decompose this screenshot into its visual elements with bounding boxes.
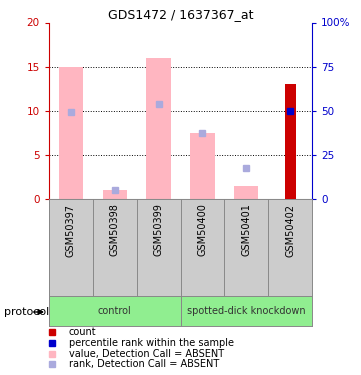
Title: GDS1472 / 1637367_at: GDS1472 / 1637367_at — [108, 8, 253, 21]
Bar — [190, 133, 214, 199]
Text: GSM50397: GSM50397 — [66, 204, 76, 257]
Text: GSM50401: GSM50401 — [242, 204, 251, 257]
Text: spotted-dick knockdown: spotted-dick knockdown — [187, 306, 306, 316]
Text: GSM50400: GSM50400 — [197, 204, 208, 257]
Text: rank, Detection Call = ABSENT: rank, Detection Call = ABSENT — [69, 359, 219, 369]
Text: GSM50399: GSM50399 — [153, 204, 164, 257]
Bar — [103, 190, 127, 199]
Bar — [58, 67, 83, 199]
Text: protocol: protocol — [4, 307, 49, 317]
Bar — [285, 84, 296, 199]
Bar — [147, 58, 171, 199]
Text: control: control — [98, 306, 131, 316]
Text: count: count — [69, 327, 96, 337]
Text: percentile rank within the sample: percentile rank within the sample — [69, 338, 234, 348]
Text: GSM50402: GSM50402 — [285, 204, 295, 257]
Bar — [234, 186, 258, 199]
Text: value, Detection Call = ABSENT: value, Detection Call = ABSENT — [69, 348, 224, 358]
Text: GSM50398: GSM50398 — [110, 204, 119, 257]
